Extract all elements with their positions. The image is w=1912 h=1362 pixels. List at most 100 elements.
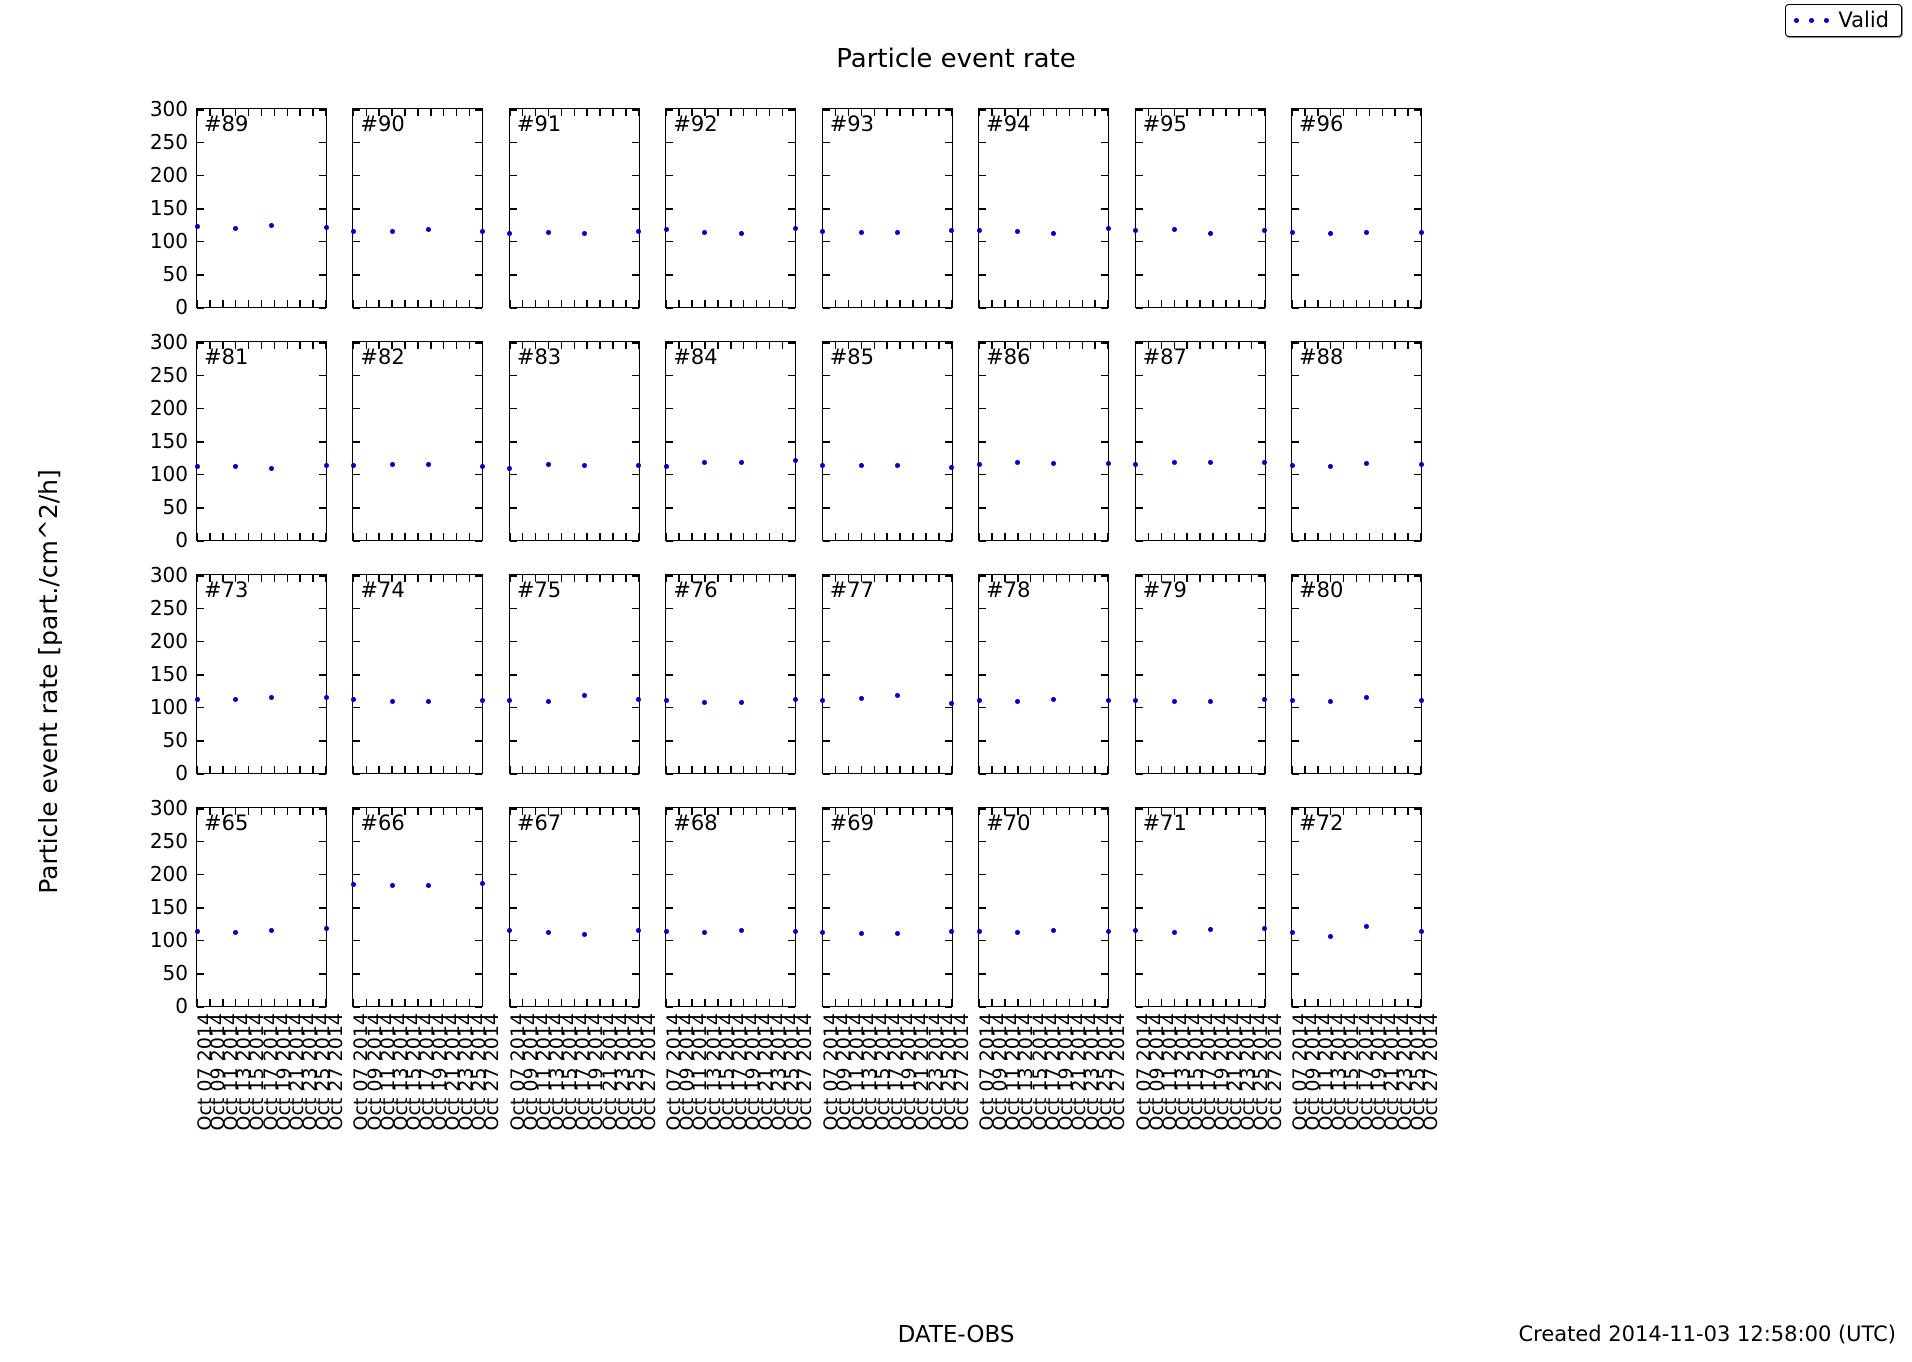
data-point	[194, 463, 200, 469]
data-point	[1105, 928, 1111, 934]
x-tick-mark	[912, 300, 914, 307]
subplot-id85[interactable]: #85	[820, 341, 955, 542]
y-tick-mark	[944, 141, 952, 144]
y-tick-mark	[822, 407, 830, 410]
x-tick-mark	[834, 808, 837, 815]
subplot-id95[interactable]: #95	[1133, 108, 1268, 309]
data-point	[702, 699, 708, 705]
subplot-id92[interactable]: #92	[663, 108, 798, 309]
x-tick-mark	[196, 109, 198, 116]
y-tick-mark	[979, 507, 987, 509]
y-tick-mark	[788, 274, 796, 276]
subplot-id69[interactable]: #69	[820, 807, 955, 1008]
subplot-id72[interactable]: #72	[1289, 807, 1424, 1008]
subplot-id93[interactable]: #93	[820, 108, 955, 309]
data-point	[792, 697, 798, 703]
x-tick-mark	[1420, 808, 1422, 815]
x-tick-mark	[455, 766, 458, 773]
y-tick-mark	[509, 342, 517, 344]
subplot-id75[interactable]: #75	[507, 574, 642, 775]
x-tick-mark	[1186, 808, 1188, 815]
x-tick-mark	[391, 533, 393, 540]
y-tick-mark	[822, 174, 830, 177]
data-point	[269, 694, 275, 700]
x-tick-mark	[560, 999, 563, 1006]
y-tick-label: 50	[162, 961, 188, 985]
subplot-id82[interactable]: #82	[350, 341, 485, 542]
x-tick-mark	[1004, 766, 1006, 773]
y-tick-mark	[979, 240, 987, 243]
x-tick-mark	[612, 808, 614, 815]
x-tick-mark	[938, 533, 940, 540]
subplot-id79[interactable]: #79	[1133, 574, 1268, 775]
data-point	[858, 462, 864, 468]
subplot-id84[interactable]: #84	[663, 341, 798, 542]
x-tick-mark	[404, 533, 406, 540]
x-tick-mark	[286, 533, 289, 540]
x-tick-mark	[573, 999, 576, 1006]
y-tick-label: 200	[149, 395, 188, 420]
x-tick-mark	[781, 109, 784, 116]
y-tick-mark	[788, 540, 796, 542]
y-tick-label: 0	[175, 761, 188, 785]
subplot-id73[interactable]: #73 0 50 100 150 200 250 300	[150, 565, 329, 783]
subplot-id94[interactable]: #94	[976, 108, 1111, 309]
data-point	[895, 693, 901, 699]
subplot-id80[interactable]: #80	[1289, 574, 1424, 775]
x-tick-mark	[860, 808, 863, 815]
subplot-title: #76	[673, 578, 718, 602]
subplot-id81[interactable]: #81 0 50 100 150 200 250 300	[150, 332, 329, 550]
x-tick-mark	[938, 766, 940, 773]
subplot-id68[interactable]: #68	[663, 807, 798, 1008]
y-tick-mark	[979, 607, 987, 610]
subplot-id96[interactable]: #96	[1289, 108, 1424, 309]
y-tick-mark	[1292, 507, 1299, 509]
x-tick-mark	[1394, 533, 1396, 540]
subplot-id66[interactable]: #66	[350, 807, 485, 1008]
y-tick-mark	[197, 174, 204, 177]
y-tick-mark	[666, 109, 674, 111]
subplot-id86[interactable]: #86	[976, 341, 1111, 542]
subplot-id87[interactable]: #87	[1133, 341, 1268, 542]
subplot-id88[interactable]: #88	[1289, 341, 1424, 542]
subplot-id76[interactable]: #76	[663, 574, 798, 775]
x-tick-mark	[481, 808, 484, 815]
y-tick-mark	[1101, 307, 1109, 309]
subplot-id65[interactable]: #65 0 50 100 150 200 250 300	[150, 798, 329, 1016]
x-tick-mark	[860, 575, 863, 582]
x-tick-mark	[1081, 575, 1084, 582]
subplot-id90[interactable]: #90	[350, 108, 485, 309]
y-tick-mark	[1292, 840, 1299, 843]
x-tick-mark	[273, 575, 276, 582]
x-tick-mark	[1017, 808, 1019, 815]
subplot-id74[interactable]: #74	[350, 574, 485, 775]
subplot-id83[interactable]: #83	[507, 341, 642, 542]
y-tick-mark	[979, 1006, 987, 1008]
x-tick-mark	[1407, 533, 1409, 540]
x-tick-mark	[1147, 300, 1150, 307]
x-tick-mark	[1004, 342, 1006, 349]
x-tick-mark	[755, 575, 758, 582]
subplot-id77[interactable]: #77	[820, 574, 955, 775]
x-tick-mark	[365, 533, 368, 540]
x-tick-mark	[1094, 766, 1096, 773]
x-tick-mark	[1107, 766, 1109, 773]
y-tick-mark	[944, 307, 952, 309]
data-point	[976, 697, 982, 703]
y-tick-mark	[1414, 141, 1421, 144]
y-tick-mark	[1414, 540, 1421, 542]
y-tick-mark	[1292, 208, 1299, 210]
subplot-id70[interactable]: #70	[976, 807, 1111, 1008]
x-tick-mark	[430, 808, 432, 815]
subplot-id71[interactable]: #71	[1133, 807, 1268, 1008]
subplot-id67[interactable]: #67	[507, 807, 642, 1008]
y-tick-mark	[788, 907, 796, 909]
y-tick-mark	[631, 342, 639, 344]
x-tick-mark	[834, 533, 837, 540]
subplot-id91[interactable]: #91	[507, 108, 642, 309]
subplot-id78[interactable]: #78	[976, 574, 1111, 775]
data-point	[702, 929, 708, 935]
legend-label: Valid	[1838, 8, 1889, 32]
subplot-id89[interactable]: #89 0 50 100 150 200 250 300	[150, 99, 329, 317]
x-tick-mark	[1068, 808, 1071, 815]
